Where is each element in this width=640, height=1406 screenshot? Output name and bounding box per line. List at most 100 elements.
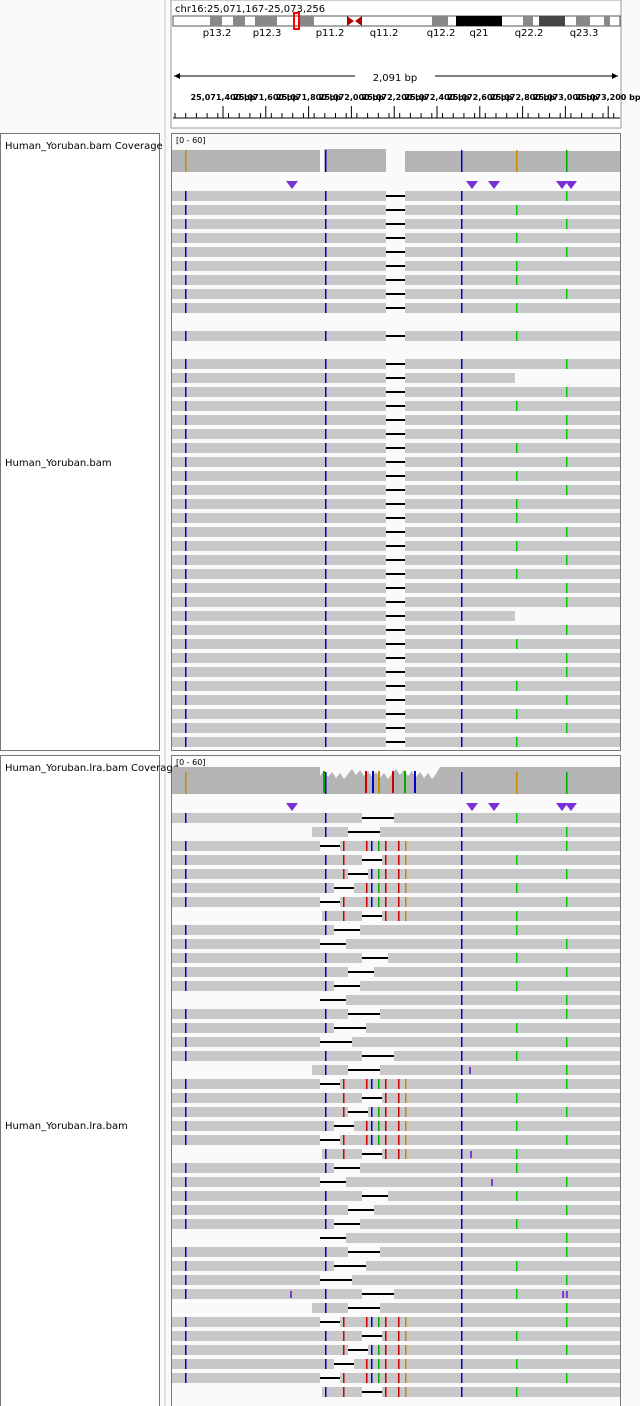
mismatch bbox=[405, 897, 407, 907]
read bbox=[172, 925, 334, 935]
ruler-label: 25,071,600 bp bbox=[233, 93, 298, 102]
mismatch bbox=[385, 911, 387, 921]
mismatch bbox=[461, 1345, 463, 1355]
mismatch bbox=[385, 1121, 387, 1131]
read bbox=[172, 953, 362, 963]
read bbox=[405, 681, 620, 691]
mismatch bbox=[371, 1079, 373, 1089]
mismatch bbox=[185, 485, 187, 495]
mismatch bbox=[325, 499, 327, 509]
mismatch bbox=[398, 1121, 400, 1131]
read bbox=[360, 1219, 620, 1229]
mismatch bbox=[461, 275, 463, 285]
mismatch bbox=[185, 639, 187, 649]
mismatch bbox=[325, 541, 327, 551]
mismatch bbox=[405, 1345, 407, 1355]
mismatch bbox=[325, 1345, 327, 1355]
mismatch bbox=[185, 1331, 187, 1341]
coverage-allele bbox=[325, 772, 327, 794]
mismatch bbox=[566, 995, 568, 1005]
mismatch bbox=[461, 1037, 463, 1047]
insertion-mark: II bbox=[561, 1290, 568, 1301]
mismatch bbox=[378, 869, 380, 879]
mismatch bbox=[378, 1079, 380, 1089]
read bbox=[405, 513, 620, 523]
read bbox=[312, 1303, 348, 1313]
mismatch bbox=[516, 569, 518, 579]
mismatch bbox=[405, 1149, 407, 1159]
read bbox=[172, 597, 386, 607]
mismatch bbox=[516, 1191, 518, 1201]
mismatch bbox=[461, 981, 463, 991]
mismatch bbox=[516, 1163, 518, 1173]
mismatch bbox=[185, 981, 187, 991]
read bbox=[354, 1359, 620, 1369]
read bbox=[172, 387, 386, 397]
read bbox=[405, 415, 620, 425]
read bbox=[388, 953, 620, 963]
insertion-triangle bbox=[565, 181, 577, 189]
ruler-label: 25,071,800 bp bbox=[276, 93, 341, 102]
mismatch bbox=[366, 1079, 368, 1089]
read bbox=[405, 709, 620, 719]
mismatch bbox=[405, 883, 407, 893]
mismatch bbox=[185, 625, 187, 635]
mismatch bbox=[516, 233, 518, 243]
mismatch bbox=[343, 1149, 345, 1159]
data-range: [0 - 60] bbox=[176, 136, 205, 145]
read bbox=[374, 967, 620, 977]
read bbox=[172, 1289, 362, 1299]
mismatch bbox=[325, 981, 327, 991]
mismatch bbox=[405, 869, 407, 879]
mismatch bbox=[398, 841, 400, 851]
mismatch bbox=[398, 883, 400, 893]
mismatch bbox=[378, 1107, 380, 1117]
mismatch bbox=[385, 1135, 387, 1145]
mismatch bbox=[185, 1079, 187, 1089]
read bbox=[346, 939, 620, 949]
mismatch bbox=[566, 429, 568, 439]
cyto-band bbox=[523, 16, 533, 26]
read bbox=[382, 1149, 620, 1159]
mismatch bbox=[398, 1079, 400, 1089]
read bbox=[172, 981, 334, 991]
read bbox=[172, 695, 386, 705]
mismatch bbox=[325, 261, 327, 271]
mismatch bbox=[385, 1079, 387, 1089]
mismatch bbox=[566, 1373, 568, 1383]
mismatch bbox=[325, 1219, 327, 1229]
mismatch bbox=[405, 1135, 407, 1145]
mismatch bbox=[461, 1191, 463, 1201]
mismatch bbox=[385, 1373, 387, 1383]
insertion-mark: I bbox=[468, 1066, 472, 1077]
insertion-triangle bbox=[488, 181, 500, 189]
read bbox=[172, 611, 386, 621]
mismatch bbox=[405, 1373, 407, 1383]
read bbox=[405, 443, 620, 453]
mismatch bbox=[461, 569, 463, 579]
mismatch bbox=[461, 387, 463, 397]
cyto-label: p12.3 bbox=[253, 28, 282, 39]
coverage-allele bbox=[516, 150, 518, 172]
mismatch bbox=[461, 883, 463, 893]
read bbox=[366, 1261, 620, 1271]
mismatch bbox=[185, 471, 187, 481]
read bbox=[340, 1135, 620, 1145]
mismatch bbox=[516, 303, 518, 313]
mismatch bbox=[185, 1275, 187, 1285]
mismatch bbox=[461, 1261, 463, 1271]
mismatch bbox=[325, 569, 327, 579]
mismatch bbox=[516, 883, 518, 893]
mismatch bbox=[461, 359, 463, 369]
read bbox=[360, 925, 620, 935]
mismatch bbox=[343, 1387, 345, 1397]
read bbox=[405, 247, 620, 257]
mismatch bbox=[325, 1331, 327, 1341]
coverage-allele bbox=[414, 771, 416, 793]
read bbox=[172, 513, 386, 523]
read bbox=[405, 625, 620, 635]
read bbox=[380, 827, 620, 837]
mismatch bbox=[185, 569, 187, 579]
mismatch bbox=[385, 1093, 387, 1103]
mismatch bbox=[185, 429, 187, 439]
